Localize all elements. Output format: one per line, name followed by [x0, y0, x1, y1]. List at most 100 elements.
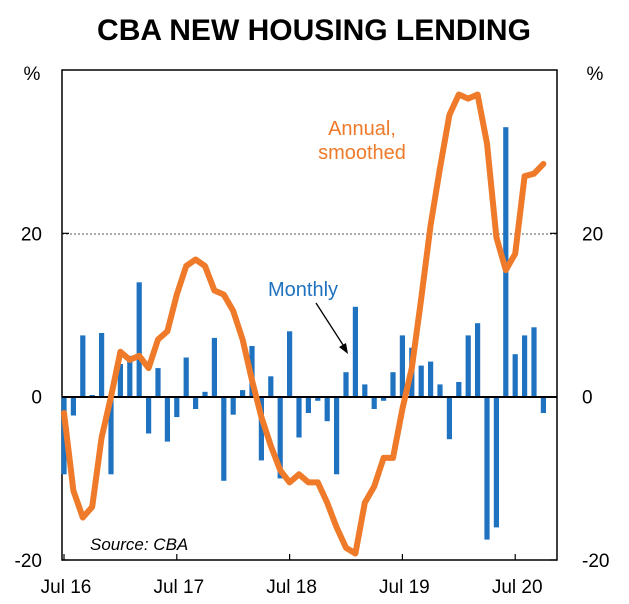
line-point-42: [458, 94, 460, 95]
xtick-label-0: Jul 16: [41, 577, 92, 598]
bar-monthly-18: [230, 396, 236, 415]
bar-monthly-19: [240, 390, 246, 397]
right-ytick-label-0: -20: [582, 551, 609, 572]
plot-area-frame: [61, 69, 558, 561]
line-point-22: [270, 445, 272, 447]
line-point-44: [477, 94, 479, 95]
line-point-25: [298, 473, 300, 475]
line-point-49: [524, 175, 526, 177]
bar-monthly-11: [164, 396, 170, 442]
line-point-33: [373, 486, 375, 487]
line-point-30: [345, 547, 347, 549]
left-ytick-label-0: -20: [15, 551, 42, 572]
line-point-34: [383, 457, 385, 459]
bar-monthly-22: [268, 376, 274, 397]
line-point-27: [317, 481, 319, 483]
bar-monthly-32: [362, 384, 368, 397]
bar-monthly-14: [193, 396, 199, 409]
annual-line-group: [61, 91, 547, 557]
line-point-32: [364, 502, 366, 504]
bar-monthly-25: [296, 396, 302, 438]
line-point-35: [392, 457, 394, 459]
bar-monthly-31: [352, 306, 358, 397]
line-point-11: [166, 330, 168, 332]
bar-monthly-8: [136, 282, 142, 397]
bar-monthly-27: [315, 396, 321, 401]
bar-monthly-9: [146, 396, 152, 434]
left-axis-unit: %: [24, 64, 41, 85]
bar-monthly-39: [428, 361, 434, 397]
bar-monthly-1: [70, 396, 76, 416]
line-point-46: [495, 236, 497, 238]
line-point-12: [176, 294, 178, 296]
bar-monthly-36: [399, 335, 405, 397]
chart-title: CBA NEW HOUSING LENDING: [97, 14, 531, 47]
bar-monthly-23: [277, 396, 283, 479]
bar-monthly-40: [437, 384, 443, 397]
line-point-10: [157, 339, 159, 340]
line-point-13: [185, 265, 187, 267]
bar-monthly-21: [258, 396, 264, 461]
bar-monthly-4: [99, 333, 105, 397]
xtick-label-2: Jul 18: [266, 577, 317, 598]
line-point-17: [223, 294, 225, 296]
bar-monthly-12: [174, 396, 180, 418]
line-point-8: [138, 355, 140, 357]
bar-monthly-24: [287, 331, 293, 397]
line-point-40: [439, 167, 441, 169]
xtick-label-4: Jul 20: [492, 577, 543, 598]
bar-monthly-29: [334, 396, 340, 475]
line-point-47: [505, 269, 507, 271]
xtick-label-1: Jul 17: [153, 577, 204, 598]
line-point-28: [326, 502, 328, 504]
bar-monthly-13: [183, 357, 189, 397]
source-note: Source: CBA: [90, 535, 188, 554]
bar-monthly-30: [343, 372, 349, 397]
bar-monthly-42: [456, 382, 462, 397]
line-point-51: [542, 163, 544, 165]
bar-monthly-6: [117, 364, 123, 397]
line-point-43: [467, 98, 469, 100]
bar-monthly-49: [522, 335, 528, 397]
bar-monthly-33: [371, 396, 377, 409]
bar-monthly-15: [202, 391, 208, 397]
bar-monthly-43: [465, 335, 471, 397]
line-point-45: [486, 143, 488, 144]
bar-monthly-7: [127, 355, 133, 397]
line-point-14: [195, 259, 197, 260]
monthly-series-label: Monthly: [268, 279, 338, 301]
line-point-1: [72, 490, 74, 492]
line-point-29: [336, 526, 338, 528]
line-point-38: [420, 298, 422, 300]
bar-monthly-16: [211, 337, 217, 397]
bar-monthly-38: [418, 365, 424, 397]
line-point-15: [204, 265, 206, 267]
line-point-41: [448, 114, 450, 116]
left-ytick-label-2: 20: [21, 224, 42, 245]
bar-monthly-41: [446, 396, 452, 440]
line-point-20: [251, 379, 253, 381]
bar-monthly-10: [155, 368, 161, 397]
monthly-annotation-arrowhead: [339, 343, 348, 354]
line-point-6: [119, 351, 121, 353]
line-point-2: [82, 517, 84, 518]
line-point-26: [307, 481, 309, 483]
bar-monthly-5: [108, 396, 114, 475]
line-point-50: [533, 173, 535, 175]
line-point-19: [242, 339, 244, 340]
bar-monthly-48: [512, 354, 518, 397]
monthly-annotation-arrow: [315, 302, 346, 349]
bar-monthly-46: [493, 396, 499, 528]
bar-monthly-44: [475, 323, 481, 397]
line-point-3: [91, 506, 93, 508]
bar-monthly-3: [89, 395, 95, 397]
line-point-31: [354, 553, 356, 554]
line-point-36: [401, 408, 403, 410]
bar-monthly-26: [305, 396, 311, 413]
line-point-16: [213, 290, 215, 291]
bar-monthly-50: [531, 327, 537, 397]
line-point-5: [110, 396, 112, 398]
right-axis-unit: %: [587, 64, 604, 85]
line-point-48: [514, 253, 516, 255]
line-point-37: [411, 367, 413, 369]
